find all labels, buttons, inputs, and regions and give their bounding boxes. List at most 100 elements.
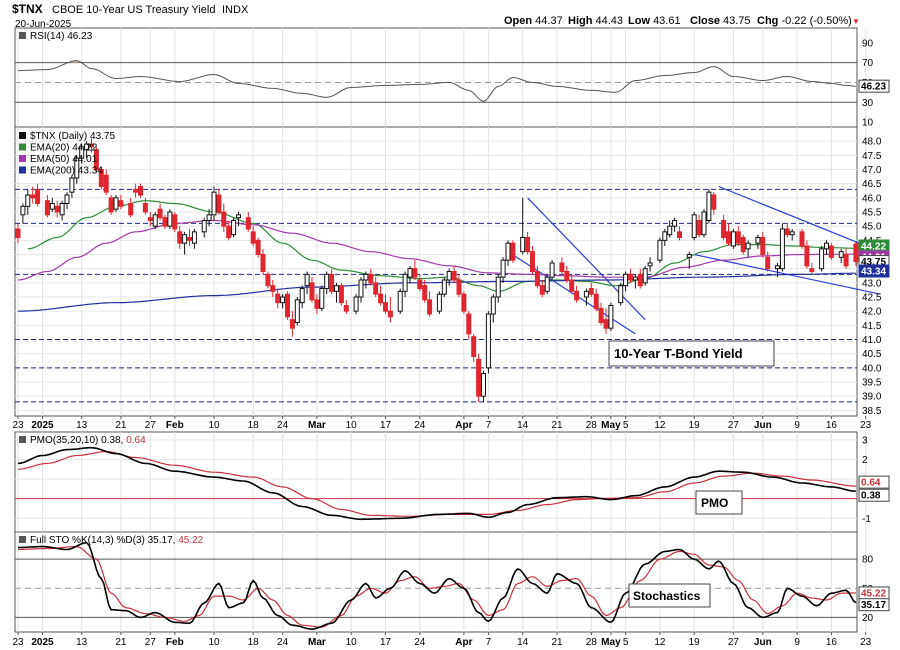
pmo-legend-icon [19,436,26,443]
date-axis-label: 10 [346,420,358,431]
candle-down [275,293,281,304]
candle-up [789,231,795,236]
date-axis-label: 10 [346,637,358,648]
candle-down [162,217,168,227]
date-axis-label: 23 [860,637,872,648]
pmo-panel: 321-1 0.640.38 PMO(35,20,10) 0.38, 0.64 … [14,431,890,533]
candle-down [427,299,433,315]
date-axis-label: 28 [586,637,598,648]
candle-up [182,234,188,244]
price-tick-label: 41.5 [862,321,882,332]
date-axis-label: 24 [414,420,426,431]
date-axis-label: 13 [76,420,88,431]
candle-down [338,285,344,304]
sto-legend: Full STO %K(14,3) %D(3) 35.17, 45.22 [19,535,204,546]
rsi-panel: 9070503010 RSI(14) 46.23 46.23 [14,27,890,129]
candle-down [128,203,134,216]
candle-up [824,242,829,250]
candle-up [549,262,555,278]
date-axis-label: 14 [517,637,529,648]
pmo-last-value-box [858,488,890,502]
candle-up [755,237,761,244]
candle-up [319,288,325,309]
candle-up [500,259,506,278]
price-tick-label: 45.5 [862,208,882,219]
candle-down [255,239,261,255]
candle-up [231,220,237,236]
candle-down [15,228,21,238]
candle-down [265,273,271,287]
date-axis-label: 16 [826,637,838,648]
bottom-date-axis: 23 2025 13 21 27 Feb 10 18 24 Mar 10 17 24 Apr 7 14 21 28… [12,632,872,648]
date-axis-label: 27 [728,637,740,648]
candle-down [138,186,143,196]
date-axis-label: 27 [728,420,740,431]
rsi-tick-label: 70 [862,58,874,69]
ema50-line [17,219,856,281]
date-axis-label: May [601,637,621,648]
candle-up [441,279,447,295]
pmo-tick-label: 3 [862,435,868,446]
price-date-axis: 23 2025 13 21 27 Feb 10 18 24 Mar 10 17 24 Apr 7 14 21 28… [12,416,872,431]
pmo-panel-frame [14,431,858,533]
candle-up [334,285,339,292]
ohlc-chg: Chg -0.22 (-0.50%) [757,15,852,27]
date-axis-label: 21 [551,420,563,431]
candle-up [206,214,212,221]
sto-tick-label: 20 [862,613,874,624]
date-axis-label: 24 [414,637,426,648]
candle-up [236,214,241,219]
candle-up [701,211,707,236]
candle-up [402,273,408,292]
candle-up [84,143,90,151]
sto-d-line [18,546,856,628]
candle-down [510,242,516,261]
ohlc-open: Open 44.37 [504,15,563,27]
candle-up [64,194,70,204]
candle-down [260,254,266,272]
candle-up [691,214,697,238]
pmo-tick-label: 2 [862,455,868,466]
candle-down [177,231,183,244]
candle-down [250,231,256,244]
price-legend-item: $TNX (Daily) 43.75 [30,131,115,142]
rsi-line [18,60,856,102]
candle-down [172,214,178,230]
candle-up [730,231,736,247]
date-axis-label: 12 [654,420,666,431]
sto-legend-icon [19,536,26,543]
candle-up [490,296,496,315]
candle-down [534,271,540,287]
candle-up [299,288,305,304]
ema20-line [27,200,856,292]
security-name: CBOE 10-Year US Treasury Yield [52,4,215,16]
date-axis-label: 24 [277,420,289,431]
trendline [718,185,881,253]
candle-down [35,188,41,204]
candle-up [608,305,614,329]
price-tick-label: 46.0 [862,193,882,204]
candle-down [539,285,545,295]
rsi-legend-icon [19,32,26,39]
date-axis-label: 18 [248,637,260,648]
rsi-last-value: 46.23 [861,82,886,93]
candle-down [476,358,482,397]
price-tick-label: 43.0 [862,278,882,289]
rsi-grid [15,28,867,127]
date-axis-label: 9 [794,637,800,648]
candle-up [520,237,526,253]
candle-down [461,293,467,312]
candlesticks [15,138,859,402]
trendline [527,197,646,321]
candle-down [721,220,727,238]
candle-down [412,268,418,278]
candle-up [294,299,300,324]
price-tick-label: 42.0 [862,307,882,318]
candle-down [569,279,575,292]
candle-down [765,256,771,270]
candle-down [784,228,790,236]
price-right-label: 44.22 [861,242,886,253]
candle-down [142,203,148,213]
candle-down [603,319,609,329]
